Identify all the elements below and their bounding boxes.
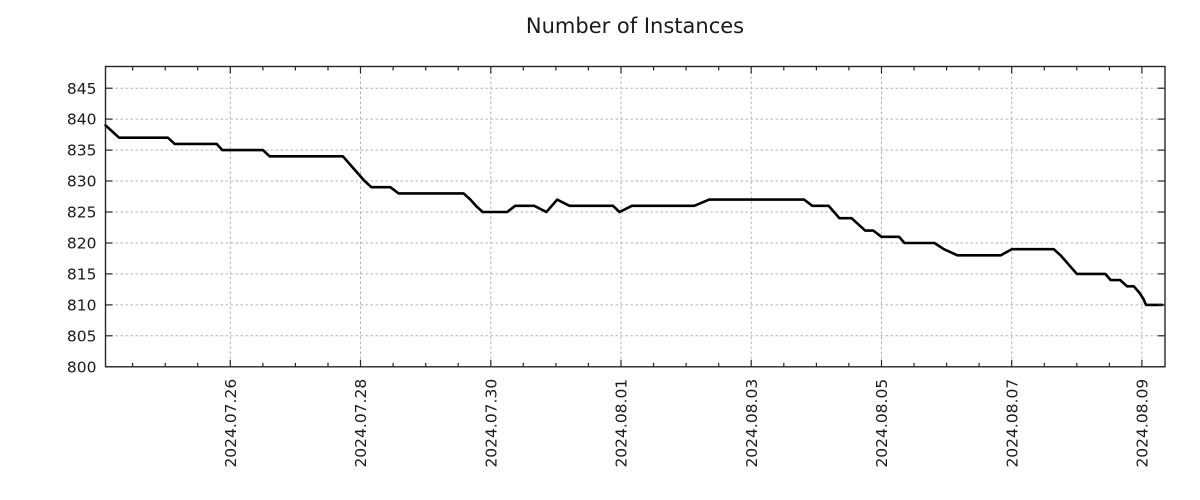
svg-text:830: 830 [67,173,97,191]
svg-text:825: 825 [67,204,97,222]
x-tick-labels: 2024.07.26 2024.07.28 2024.07.30 2024.08.01… [222,379,1152,468]
axis-ticks [105,66,1165,368]
svg-text:2024.08.09: 2024.08.09 [1134,379,1152,468]
svg-text:2024.07.30: 2024.07.30 [482,379,500,468]
svg-text:845: 845 [67,80,97,98]
svg-text:820: 820 [67,235,97,253]
svg-text:2024.08.01: 2024.08.01 [613,379,631,468]
svg-text:815: 815 [67,265,97,283]
svg-text:840: 840 [67,111,97,129]
series-line [104,124,1164,307]
svg-text:2024.08.07: 2024.08.07 [1003,379,1021,468]
svg-text:810: 810 [67,296,97,314]
chart-title: Number of Instances [525,14,745,38]
svg-text:800: 800 [67,358,97,376]
gridlines [105,66,1165,367]
y-tick-labels: 800 805 810 815 820 825 830 835 840 845 [67,80,97,377]
svg-text:805: 805 [67,327,97,345]
svg-text:2024.07.28: 2024.07.28 [352,379,370,468]
plot-border [104,65,1166,368]
svg-text:2024.08.03: 2024.08.03 [743,379,761,468]
svg-text:835: 835 [67,142,97,160]
svg-text:2024.08.05: 2024.08.05 [873,379,891,468]
svg-text:2024.07.26: 2024.07.26 [222,379,240,468]
